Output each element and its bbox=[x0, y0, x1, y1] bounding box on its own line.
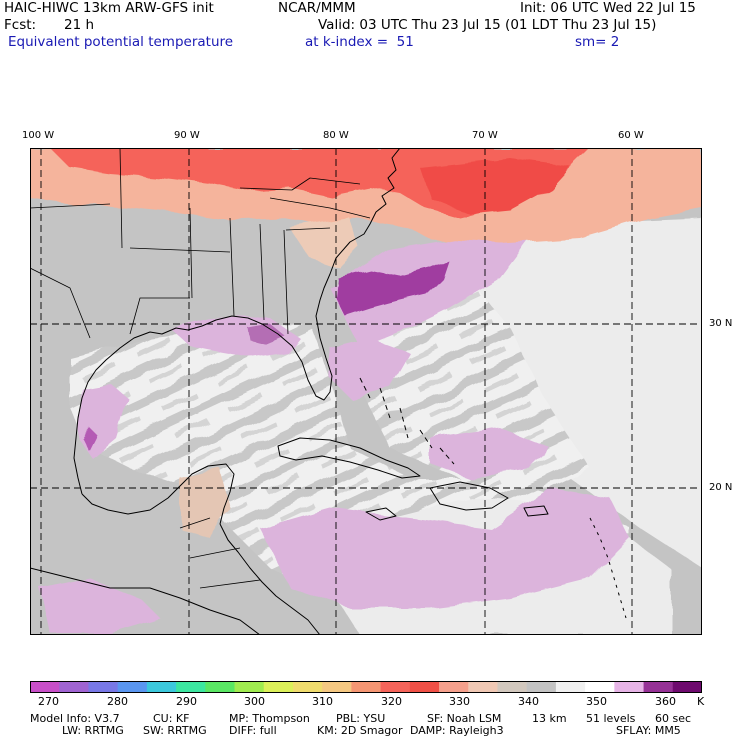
colorbar-tick-label: 360 bbox=[655, 695, 676, 708]
colorbar-unit: K bbox=[697, 695, 705, 708]
state-borders bbox=[30, 148, 371, 335]
colorbar-swatch bbox=[468, 681, 498, 693]
smoothing-label: sm= 2 bbox=[575, 34, 620, 50]
puerto-rico-outline bbox=[523, 505, 549, 517]
map-frame bbox=[30, 148, 702, 635]
bahamas-islands bbox=[359, 377, 455, 465]
colorbar-swatch bbox=[409, 681, 440, 693]
pacific-coastline bbox=[30, 567, 261, 635]
lilac-southwest bbox=[40, 578, 160, 633]
model-info-item: MP: Thompson bbox=[229, 712, 310, 725]
colorbar-swatch bbox=[322, 681, 352, 693]
model-info-item: DIFF: full bbox=[229, 724, 277, 737]
model-info-item: 51 levels bbox=[586, 712, 636, 725]
model-info-item: Model Info: V3.7 bbox=[30, 712, 120, 725]
lilac-atlantic-north bbox=[330, 238, 530, 348]
mexico-coastline bbox=[81, 463, 235, 525]
colorbar-frame bbox=[30, 681, 702, 693]
colorbar-swatch bbox=[146, 681, 177, 693]
colorbar-swatch bbox=[117, 681, 148, 693]
tan-central-america bbox=[180, 468, 230, 538]
lilac-bahamas bbox=[430, 428, 550, 478]
lon-label-60w: 60 W bbox=[618, 130, 644, 141]
colorbar-swatch bbox=[585, 681, 615, 693]
colorbar-tick-label: 320 bbox=[381, 695, 402, 708]
model-info-item: SF: Noah LSM bbox=[427, 712, 502, 725]
colorbar bbox=[30, 681, 702, 693]
model-info-item: SFLAY: MM5 bbox=[616, 724, 681, 737]
mexico-borders bbox=[30, 267, 261, 589]
colorbar-swatch bbox=[292, 681, 323, 693]
forecast-hour: 21 h bbox=[64, 17, 95, 33]
us-coastline bbox=[73, 148, 401, 495]
lesser-antilles bbox=[589, 517, 627, 619]
coastlines bbox=[30, 148, 627, 635]
forecast-label: Fcst: bbox=[4, 17, 37, 33]
model-info-item: DAMP: Rayleigh3 bbox=[410, 724, 504, 737]
lat-label-20n: 20 N bbox=[709, 482, 733, 493]
colorbar-tick-label: 330 bbox=[449, 695, 470, 708]
model-info-item: CU: KF bbox=[153, 712, 190, 725]
hispaniola-outline bbox=[429, 481, 509, 511]
purple-gulf-core bbox=[248, 324, 285, 344]
cuba-outline bbox=[277, 437, 421, 479]
colorbar-swatch bbox=[263, 681, 294, 693]
lat-label-30n: 30 N bbox=[709, 318, 733, 329]
colorbar-swatch bbox=[351, 681, 382, 693]
colorbar-swatch bbox=[555, 681, 586, 693]
colorbar-swatch bbox=[176, 681, 206, 693]
tan-carolinas bbox=[290, 218, 360, 268]
theta-e-shading bbox=[30, 148, 702, 635]
colorbar-swatch bbox=[205, 681, 236, 693]
model-info-item: LW: RRTMG bbox=[62, 724, 124, 737]
lon-label-80w: 80 W bbox=[323, 130, 349, 141]
colorbar-tick-label: 270 bbox=[38, 695, 59, 708]
colorbar-swatch bbox=[497, 681, 528, 693]
jamaica-outline bbox=[365, 507, 397, 521]
colorbar-swatch bbox=[643, 681, 674, 693]
lat-lon-grid bbox=[30, 148, 702, 635]
colorbar-tick-label: 290 bbox=[176, 695, 197, 708]
colorbar-swatch bbox=[59, 681, 89, 693]
model-title: HAIC-HIWC 13km ARW-GFS init bbox=[4, 0, 214, 16]
theta-e-map bbox=[30, 148, 702, 635]
lon-label-90w: 90 W bbox=[174, 130, 200, 141]
colorbar-swatch bbox=[672, 681, 702, 693]
purple-texas-core bbox=[82, 428, 96, 450]
model-info-item: PBL: YSU bbox=[336, 712, 386, 725]
colorbar-swatch bbox=[526, 681, 557, 693]
colorbar-swatch bbox=[30, 681, 60, 693]
colorbar-swatch bbox=[614, 681, 645, 693]
purple-atlantic-core bbox=[336, 260, 448, 316]
model-info-item: KM: 2D Smagor bbox=[317, 724, 403, 737]
model-info-item: SW: RRTMG bbox=[143, 724, 207, 737]
model-info-item: 60 sec bbox=[655, 712, 692, 725]
colorbar-tick-label: 280 bbox=[107, 695, 128, 708]
colorbar-swatch bbox=[439, 681, 469, 693]
colorbar-swatch bbox=[380, 681, 411, 693]
center-label: NCAR/MMM bbox=[278, 0, 356, 16]
lilac-caribbean bbox=[260, 488, 630, 608]
field-name: Equivalent potential temperature bbox=[8, 34, 234, 50]
warm-atlantic-core bbox=[420, 158, 570, 214]
colorbar-swatch bbox=[88, 681, 119, 693]
colorbar-swatch bbox=[234, 681, 265, 693]
lilac-florida-east bbox=[330, 338, 410, 398]
colorbar-tick-label: 310 bbox=[312, 695, 333, 708]
colorbar-tick-label: 350 bbox=[586, 695, 607, 708]
lon-label-100w: 100 W bbox=[22, 130, 55, 141]
colorbar-tick-label: 340 bbox=[518, 695, 539, 708]
init-time: Init: 06 UTC Wed 22 Jul 15 bbox=[520, 0, 696, 16]
central-america-coastline bbox=[219, 523, 321, 635]
lon-label-70w: 70 W bbox=[472, 130, 498, 141]
valid-time: Valid: 03 UTC Thu 23 Jul 15 (01 LDT Thu … bbox=[318, 17, 657, 33]
model-info-item: 13 km bbox=[532, 712, 567, 725]
level-label: at k-index = 51 bbox=[305, 34, 414, 50]
colorbar-tick-label: 300 bbox=[244, 695, 265, 708]
